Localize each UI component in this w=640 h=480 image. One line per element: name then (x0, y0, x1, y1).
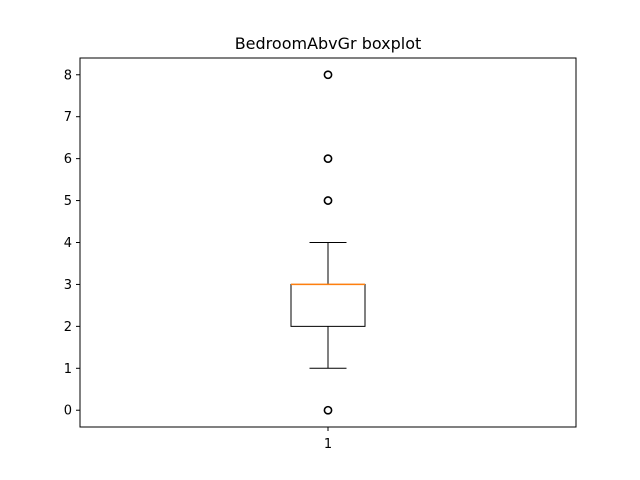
y-tick-label: 3 (64, 278, 72, 293)
y-tick-label: 6 (64, 152, 72, 167)
outlier-point (323, 70, 333, 80)
iqr-box (290, 283, 366, 327)
y-tick-label: 0 (64, 404, 72, 419)
plot-frame (79, 57, 577, 428)
x-axis: 1 (324, 427, 332, 452)
outlier-point (323, 196, 333, 205)
y-tick-label: 2 (64, 320, 72, 335)
y-tick-label: 8 (64, 68, 72, 83)
y-axis: 0 1 2 3 4 5 6 7 8 (64, 68, 80, 419)
outlier-point (323, 405, 333, 415)
y-tick-label: 1 (64, 362, 72, 377)
boxes-group (290, 70, 366, 415)
chart-title: BedroomAbvGr boxplot (235, 34, 422, 53)
y-tick-label: 7 (64, 110, 72, 125)
x-tick-label: 1 (324, 437, 332, 452)
y-tick-label: 5 (64, 194, 72, 209)
y-tick-label: 4 (64, 236, 72, 251)
outlier-point (323, 154, 333, 164)
